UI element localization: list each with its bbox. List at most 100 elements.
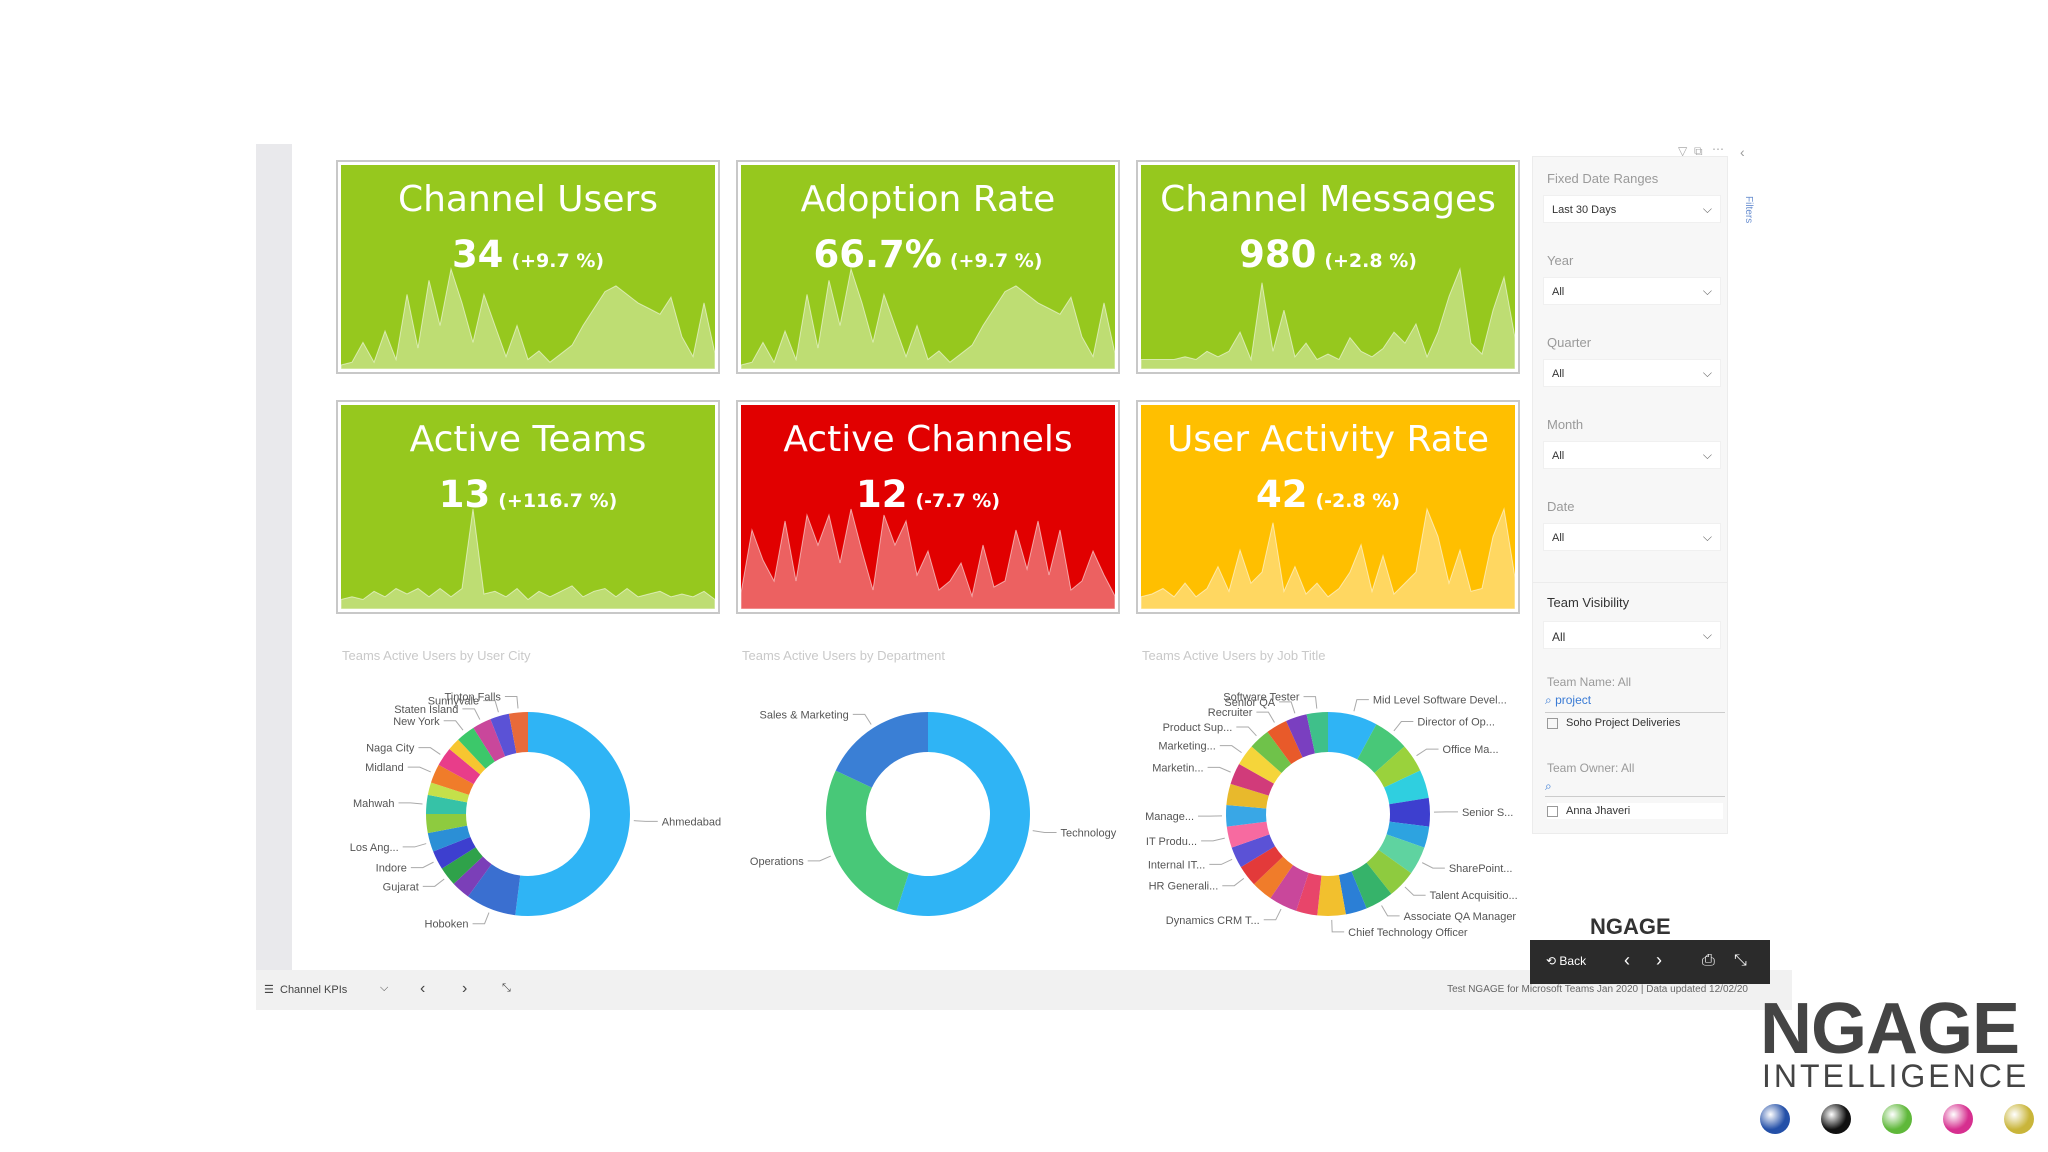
kpi-card-channel-users[interactable]: Channel Users 34 (+9.7 %) xyxy=(336,160,720,374)
chevron-down-icon: ⌵ xyxy=(1702,530,1712,544)
kpi-value: 980 xyxy=(1239,233,1317,276)
donut-slice[interactable] xyxy=(426,794,468,814)
kpi-change: (-7.7 %) xyxy=(915,490,1001,512)
team-owner-search-input[interactable]: ⌕ xyxy=(1545,779,1725,797)
donut-slice[interactable] xyxy=(473,719,506,762)
previous-icon[interactable]: ‹ xyxy=(1624,950,1630,970)
donut-slice[interactable] xyxy=(1384,770,1429,805)
team-owner-option[interactable]: Anna Jhaveri xyxy=(1547,803,1723,819)
team-name-search-input[interactable]: ⌕ project xyxy=(1545,693,1725,713)
donut-slice[interactable] xyxy=(896,712,1030,916)
donut-slice[interactable] xyxy=(430,764,474,795)
kpi-sparkline-area xyxy=(1141,507,1515,609)
donut-slice[interactable] xyxy=(1230,764,1274,796)
donut-slice[interactable] xyxy=(1239,746,1282,784)
donut-slice[interactable] xyxy=(515,712,630,916)
donut-slice[interactable] xyxy=(433,836,476,869)
filter-icon[interactable]: ▽ xyxy=(1678,144,1688,158)
donut-leader-line xyxy=(1331,919,1345,933)
checkbox[interactable] xyxy=(1547,717,1558,729)
chevron-down-icon: ⌵ xyxy=(1702,628,1712,642)
donut-leader-line xyxy=(504,696,519,709)
donut-slice[interactable] xyxy=(1226,805,1267,827)
donut-slice[interactable] xyxy=(1253,856,1293,899)
chevron-down-icon[interactable]: ⌵ xyxy=(380,982,389,994)
donut-slice[interactable] xyxy=(427,825,471,852)
kpi-card-user-activity-rate[interactable]: User Activity Rate 42 (-2.8 %) xyxy=(1136,400,1520,614)
kpi-card-adoption-rate[interactable]: Adoption Rate 66.7% (+9.7 %) xyxy=(736,160,1120,374)
donut-slice[interactable] xyxy=(1296,872,1322,916)
donut-slice[interactable] xyxy=(1351,862,1392,909)
donut-slice[interactable] xyxy=(438,748,481,785)
donut-slice[interactable] xyxy=(1251,731,1292,773)
donut-slice[interactable] xyxy=(468,864,521,916)
kpi-card-active-teams[interactable]: Active Teams 13 (+116.7 %) xyxy=(336,400,720,614)
filters-side-tab[interactable]: ‹ Filters xyxy=(1740,144,1760,264)
previous-page-icon[interactable]: ‹ xyxy=(420,980,426,997)
filters-pane: ▽ ⧉ ⋯ Fixed Date Ranges Last 30 Days ⌵ Ye… xyxy=(1532,142,1732,834)
donut-slice[interactable] xyxy=(1378,834,1425,874)
kpi-change: (+9.7 %) xyxy=(511,250,605,272)
donut-slice[interactable] xyxy=(1389,797,1430,827)
donut-slice[interactable] xyxy=(1226,783,1269,809)
donut-slice[interactable] xyxy=(825,770,909,912)
focus-icon[interactable]: ⧉ xyxy=(1694,144,1703,158)
team-visibility-select[interactable]: All ⌵ xyxy=(1543,621,1721,649)
donut-leader-line xyxy=(1279,701,1296,714)
donut-slice[interactable] xyxy=(453,856,492,897)
pages-list-icon[interactable]: ☰ xyxy=(264,984,274,996)
donut-leader-line xyxy=(443,720,464,731)
donut-slice[interactable] xyxy=(1338,871,1367,915)
donut-slice[interactable] xyxy=(1231,834,1276,868)
donut-slice[interactable] xyxy=(449,739,486,775)
month-select[interactable]: All ⌵ xyxy=(1543,441,1721,469)
donut-slice-label: Product Sup... xyxy=(1163,722,1233,734)
donut-slice[interactable] xyxy=(508,712,528,754)
donut-slice[interactable] xyxy=(1374,746,1421,788)
next-page-icon[interactable]: › xyxy=(462,980,468,997)
year-select[interactable]: All ⌵ xyxy=(1543,277,1721,305)
kpi-title: User Activity Rate xyxy=(1166,419,1490,460)
team-name-option[interactable]: Soho Project Deliveries xyxy=(1547,717,1680,729)
donut-slice[interactable] xyxy=(1328,712,1377,760)
fullscreen-icon[interactable]: ⤡ xyxy=(502,982,511,994)
donut-slice[interactable] xyxy=(1226,821,1270,848)
donut-slice[interactable] xyxy=(1386,821,1430,848)
fixed-date-label: Fixed Date Ranges xyxy=(1547,171,1659,186)
back-button[interactable]: ⟲ Back xyxy=(1546,954,1587,968)
donut-slice-label: Marketing... xyxy=(1158,741,1215,753)
more-options-icon[interactable]: ⋯ xyxy=(1712,142,1724,156)
collapse-chevron-icon[interactable]: ‹ xyxy=(1740,144,1745,160)
donut-slice[interactable] xyxy=(1357,724,1405,773)
filters-tab-label[interactable]: Filters xyxy=(1743,196,1754,224)
collapse-icon[interactable]: ⤡ xyxy=(1734,952,1747,969)
kpi-card-channel-messages[interactable]: Channel Messages 980 (+2.8 %) xyxy=(1136,160,1520,374)
kpi-card-active-channels[interactable]: Active Channels 12 (-7.7 %) xyxy=(736,400,1120,614)
donut-slice[interactable] xyxy=(1366,849,1412,894)
quarter-select[interactable]: All ⌵ xyxy=(1543,359,1721,387)
donut-slice[interactable] xyxy=(1306,712,1328,754)
date-select[interactable]: All ⌵ xyxy=(1543,523,1721,551)
fixed-date-select[interactable]: Last 30 Days ⌵ xyxy=(1543,195,1721,223)
donut-slice[interactable] xyxy=(490,713,517,757)
donut-slice-label: Senior QA xyxy=(1224,697,1275,709)
kpi-change: (+116.7 %) xyxy=(498,490,618,512)
donut-slice[interactable] xyxy=(441,847,483,884)
kpi-card-body: Active Channels 12 (-7.7 %) xyxy=(741,405,1115,609)
donut-slice[interactable] xyxy=(835,712,928,788)
donut-slice[interactable] xyxy=(458,727,495,769)
next-icon[interactable]: › xyxy=(1656,950,1662,970)
checkbox[interactable] xyxy=(1547,805,1558,817)
donut-slice[interactable] xyxy=(1317,875,1346,916)
donut-leader-line xyxy=(1393,721,1414,732)
donut-slice[interactable] xyxy=(426,814,468,834)
donut-slice[interactable] xyxy=(1240,846,1284,885)
donut-slice[interactable] xyxy=(1286,714,1315,758)
donut-slice[interactable] xyxy=(427,782,470,803)
kpi-change: (+2.8 %) xyxy=(1324,250,1417,272)
donut-slice[interactable] xyxy=(1270,865,1309,911)
print-icon[interactable]: ⎙ xyxy=(1702,952,1715,969)
donut-slice[interactable] xyxy=(1267,721,1303,765)
page-name[interactable]: Channel KPIs xyxy=(280,984,348,996)
donut-leader-line xyxy=(422,878,445,887)
